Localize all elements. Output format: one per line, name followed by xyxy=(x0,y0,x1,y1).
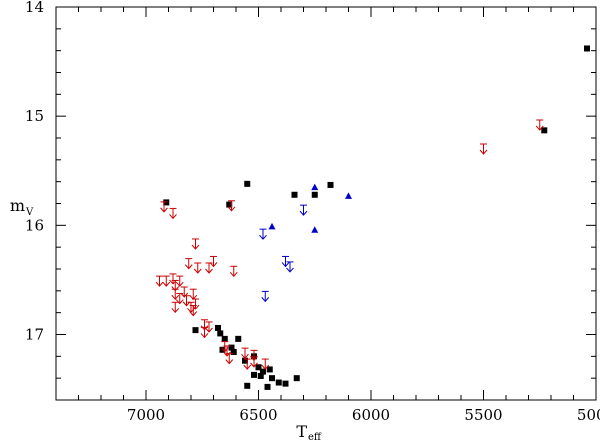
upper-limit-arrow xyxy=(184,258,193,270)
square-point xyxy=(228,344,235,351)
square-point xyxy=(242,357,248,364)
upper-limit-arrow xyxy=(227,200,236,212)
y-tick-label: 16 xyxy=(25,216,44,234)
upper-limit-arrow xyxy=(171,301,180,314)
upper-limit-arrow xyxy=(171,288,180,300)
square-point xyxy=(291,191,298,198)
x-tick-label: 6500 xyxy=(239,406,277,424)
square-point xyxy=(255,364,262,371)
upper-limit-arrow xyxy=(479,143,488,155)
square-point xyxy=(311,191,318,198)
square-point xyxy=(163,199,170,206)
square-point xyxy=(257,372,264,379)
square-point xyxy=(264,383,271,390)
upper-limit-arrow xyxy=(175,275,184,287)
square-point xyxy=(260,368,266,375)
square-point xyxy=(541,127,548,134)
square-point xyxy=(269,375,275,382)
upper-limit-arrow xyxy=(250,356,258,368)
upper-limit-arrow xyxy=(259,228,267,240)
square-point xyxy=(221,335,228,342)
x-axis-label: T xyxy=(296,422,307,441)
x-tick-label: 7000 xyxy=(127,406,165,424)
upper-limit-arrow xyxy=(299,204,308,216)
upper-limit-arrow xyxy=(243,358,252,370)
y-tick-label: 14 xyxy=(25,0,44,16)
upper-limit-arrow xyxy=(205,321,213,333)
triangle-point xyxy=(311,183,319,191)
upper-limit-arrow xyxy=(225,353,234,365)
square-point xyxy=(244,382,251,389)
upper-limit-arrow xyxy=(241,347,249,359)
square-point xyxy=(217,330,224,337)
upper-limit-arrow xyxy=(175,293,184,305)
axis-tick-labels: 7000 6500 6000 5500 5000 14 15 16 17 xyxy=(25,0,600,424)
upper-limit-arrow xyxy=(169,207,177,220)
square-point xyxy=(282,380,289,387)
square-point xyxy=(275,379,282,386)
square-point xyxy=(327,181,334,188)
upper-limit-arrow xyxy=(209,255,218,268)
upper-limit-arrow xyxy=(155,275,164,287)
triangle-point xyxy=(311,226,319,233)
upper-limit-arrow xyxy=(182,295,191,307)
square-point xyxy=(266,366,273,373)
plot-frame xyxy=(55,6,597,401)
upper-limit-arrow xyxy=(191,238,200,250)
upper-limit-arrow xyxy=(193,262,202,274)
x-axis-label-subscript: eff xyxy=(308,432,322,443)
square-point xyxy=(235,335,242,342)
square-point xyxy=(192,327,199,334)
upper-limit-arrow xyxy=(189,305,198,317)
square-point xyxy=(230,348,237,355)
square-point xyxy=(293,375,300,382)
data-points xyxy=(155,45,590,390)
axis-ticks xyxy=(55,6,597,401)
upper-limit-arrow xyxy=(205,262,213,274)
upper-limit-arrow xyxy=(535,119,544,131)
upper-limit-arrow xyxy=(162,275,171,287)
x-tick-label: 6000 xyxy=(352,406,390,424)
x-tick-label: 5000 xyxy=(577,406,600,424)
upper-limit-arrow xyxy=(189,288,198,300)
x-tick-label: 5500 xyxy=(464,406,502,424)
square-point xyxy=(251,371,257,378)
y-tick-label: 17 xyxy=(25,326,44,344)
square-point xyxy=(244,180,251,187)
square-point xyxy=(226,201,233,208)
square-point xyxy=(584,45,590,52)
square-point xyxy=(215,324,221,331)
upper-limit-arrow xyxy=(286,261,294,273)
upper-limit-arrow xyxy=(261,358,270,370)
upper-limit-arrow xyxy=(200,326,209,339)
y-axis-label-subscript: V xyxy=(25,207,34,218)
upper-limit-arrow xyxy=(281,255,290,268)
upper-limit-arrow xyxy=(160,201,168,213)
y-axis-label: m xyxy=(10,196,25,215)
upper-limit-arrow xyxy=(261,290,270,303)
upper-limit-arrow xyxy=(229,265,238,278)
triangle-point xyxy=(268,222,276,230)
y-tick-label: 15 xyxy=(25,107,44,125)
triangle-point xyxy=(345,192,352,199)
